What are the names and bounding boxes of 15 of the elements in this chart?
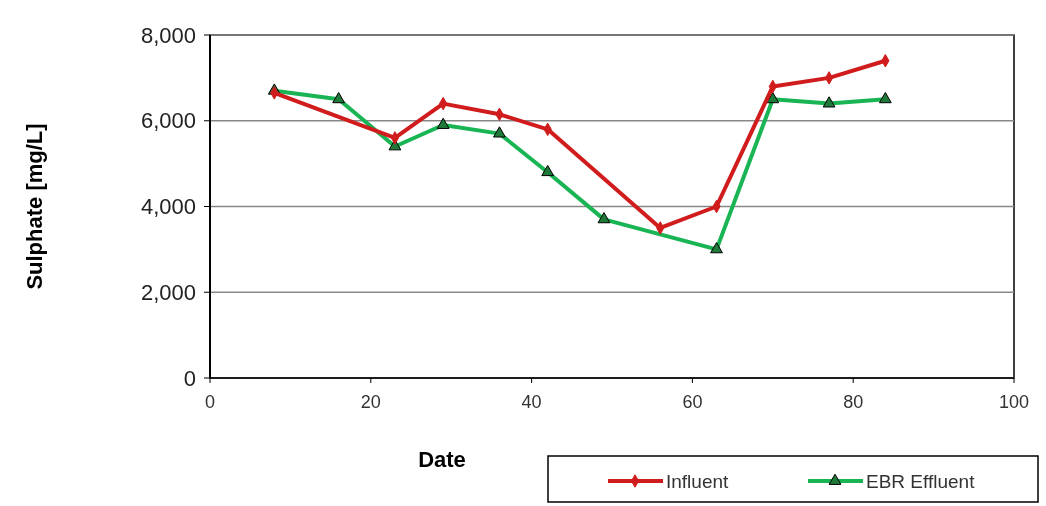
x-tick-label: 20 — [360, 392, 381, 412]
y-tick-label: 2,000 — [140, 279, 196, 305]
y-tick-label: 6,000 — [140, 108, 196, 134]
x-tick-label: 60 — [682, 392, 703, 412]
y-tick-label: 8,000 — [140, 22, 196, 48]
legend-label: Influent — [666, 470, 730, 492]
x-tick-label: 0 — [204, 392, 216, 412]
y-axis-title: Sulphate [mg/L] — [22, 123, 47, 290]
y-tick-label: 0 — [183, 365, 196, 391]
legend-label: EBR Effluent — [866, 470, 976, 492]
x-axis-title: Date — [418, 447, 466, 472]
x-tick-label: 80 — [843, 392, 864, 412]
y-tick-label: 4,000 — [140, 194, 196, 220]
x-tick-label: 40 — [521, 392, 542, 412]
x-tick-label: 100 — [998, 392, 1030, 412]
